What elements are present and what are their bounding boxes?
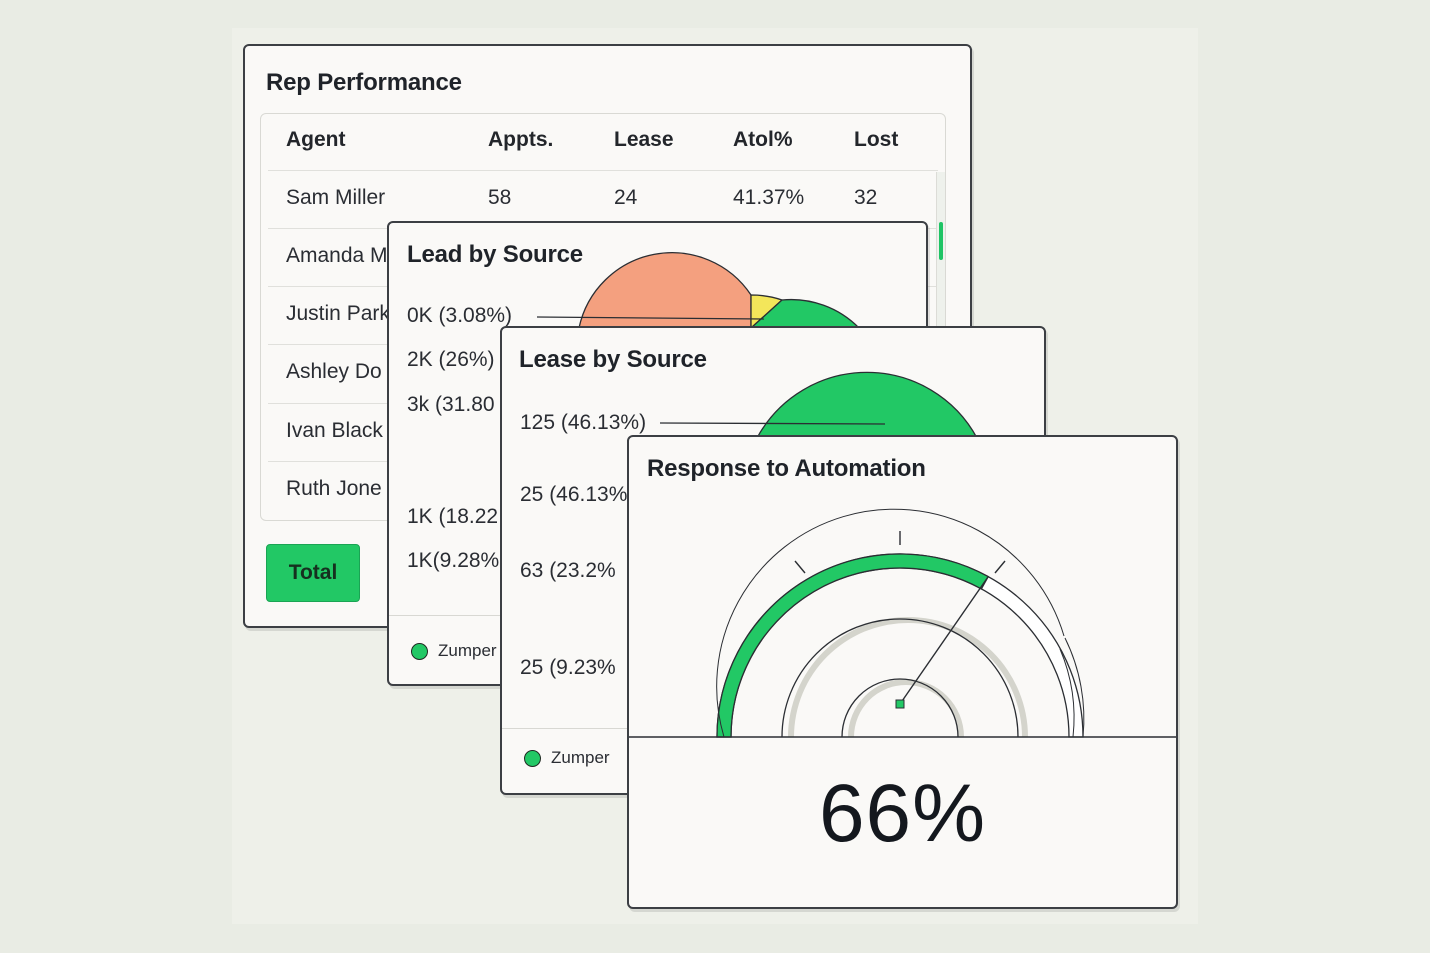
gauge-tail-inner	[1059, 648, 1075, 738]
middle-ring-shadow	[788, 617, 1028, 737]
gauge-tick	[994, 560, 1006, 574]
response-gauge	[629, 508, 1176, 738]
gauge-tick	[794, 560, 806, 574]
agent-name: Ashley Do	[286, 360, 382, 383]
appts-value: 58	[488, 186, 512, 209]
lease-label: 63 (23.2%	[520, 559, 616, 582]
lease-label: 125 (46.13%)	[520, 411, 647, 434]
lease-value: 24	[614, 186, 638, 209]
gauge-hub	[895, 699, 905, 709]
gauge-tail	[1064, 637, 1085, 738]
response-to-automation-title: Response to Automation	[647, 455, 926, 482]
inner-ring-shadow	[848, 679, 964, 737]
agent-name: Justin Park	[286, 302, 390, 325]
gauge-needle	[899, 576, 989, 705]
lease-label: 25 (46.13%	[520, 483, 628, 506]
rep-performance-title: Rep Performance	[266, 69, 462, 96]
lease-by-source-chart	[659, 371, 979, 439]
inner-ring	[841, 678, 959, 738]
atol-value: 41.37%	[733, 186, 805, 209]
lead-label: 3k (31.80	[407, 393, 495, 416]
table-row[interactable]: Sam Miller 58 24 41.37% 32	[268, 170, 938, 229]
column-header-agent[interactable]: Agent	[286, 128, 346, 151]
column-header-atol[interactable]: Atol%	[733, 128, 793, 151]
scrollbar-thumb[interactable]	[939, 222, 943, 260]
lead-donut	[578, 252, 861, 330]
column-header-appts[interactable]: Appts.	[488, 128, 554, 151]
lease-leader-line	[659, 422, 886, 425]
legend-label[interactable]: Zumper	[551, 748, 610, 767]
column-header-lease[interactable]: Lease	[614, 128, 674, 151]
gauge-track	[716, 553, 1084, 738]
agent-name: Ivan Black	[286, 419, 383, 442]
agent-name: Ruth Jone	[286, 477, 382, 500]
lease-slice-green[interactable]	[755, 371, 979, 439]
agent-name: Sam Miller	[286, 186, 386, 209]
lead-leader-line	[536, 316, 765, 320]
lead-by-source-title: Lead by Source	[407, 241, 583, 268]
gauge-fill	[716, 553, 990, 738]
lead-slice-salmon[interactable]	[578, 252, 752, 329]
lease-by-source-title: Lease by Source	[519, 346, 707, 373]
lost-value: 32	[854, 186, 878, 209]
middle-ring	[781, 618, 1019, 738]
lead-label: 0K (3.08%)	[407, 304, 513, 327]
gauge-inner-line	[716, 508, 1065, 738]
lead-label: 2K (26%)	[407, 348, 495, 371]
lead-label: 1K(9.28%	[407, 549, 500, 572]
column-header-lost[interactable]: Lost	[854, 128, 899, 151]
zumper-legend-dot	[411, 643, 428, 660]
response-to-automation-card: Response to Automation 66%	[627, 435, 1178, 909]
response-percentage: 66%	[818, 768, 987, 859]
lead-label: 1K (18.22	[407, 505, 499, 528]
lease-label: 25 (9.23%	[520, 656, 616, 679]
total-button[interactable]: Total	[266, 544, 360, 602]
legend-label[interactable]: Zumper	[438, 641, 497, 660]
zumper-legend-dot	[524, 750, 541, 767]
agent-name: Amanda M	[286, 244, 388, 267]
